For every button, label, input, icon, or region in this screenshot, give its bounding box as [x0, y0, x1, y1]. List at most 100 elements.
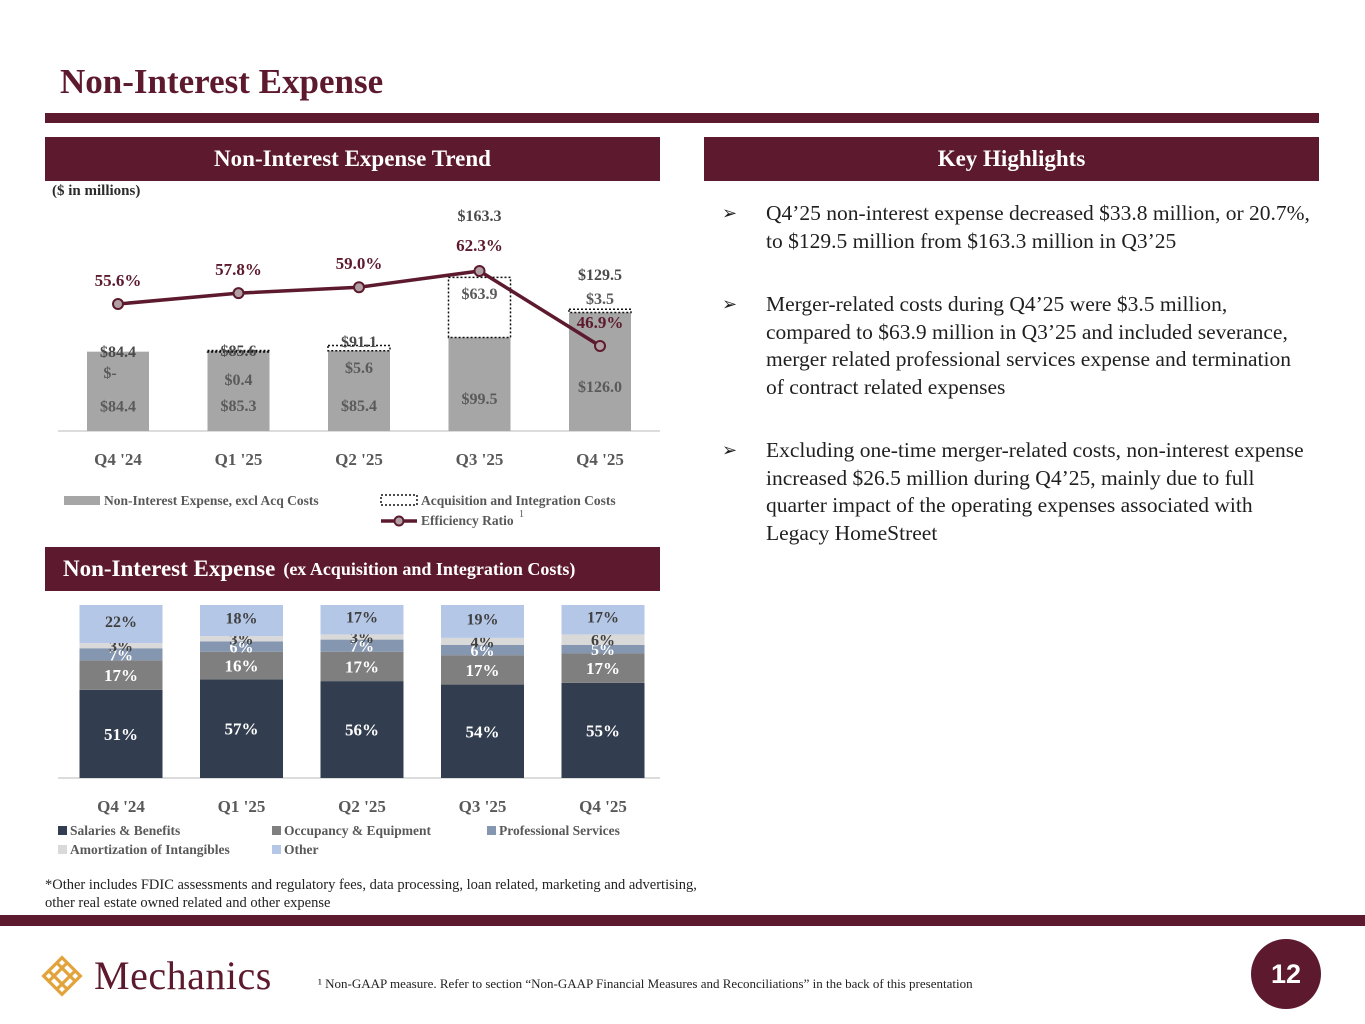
segment-label: 7%: [109, 647, 133, 664]
excl-value-label: $126.0: [578, 379, 622, 396]
x-tick-label: Q4 '24: [94, 450, 142, 469]
bar-acq-costs: [327, 344, 391, 352]
efficiency-label: 55.6%: [95, 271, 142, 290]
highlights-header-label: Key Highlights: [937, 146, 1086, 171]
efficiency-point: [112, 298, 124, 310]
trend-chart: $84.4 $- $84.4 Q4 '24 $85.3 $0.4 $85.6 Q1 '25 $8…: [58, 208, 660, 528]
breakdown-header: Non-Interest Expense (ex Acquisition and…: [45, 547, 660, 591]
highlight-text: Merger-related costs during Q4’25 were $…: [766, 292, 1291, 399]
efficiency-label: 57.8%: [215, 260, 262, 279]
x-tick-label: Q1 '25: [215, 450, 263, 469]
title-rule: [45, 113, 1319, 123]
bar-acq-costs: [568, 308, 632, 314]
legend-label-acq: Acquisition and Integration Costs: [421, 493, 616, 508]
legend-swatch: [487, 826, 496, 835]
page-title: Non-Interest Expense: [60, 62, 384, 101]
trend-header-label: Non-Interest Expense Trend: [214, 146, 491, 171]
acq-value-label: $63.9: [462, 286, 498, 303]
x-tick-label: Q4 '24: [97, 797, 145, 816]
bar-excl-acq: [328, 350, 390, 431]
segment-label: 17%: [587, 610, 619, 627]
segment-label: 17%: [345, 657, 379, 676]
segment-label: 54%: [466, 722, 500, 741]
highlights-list: ➢ Q4’25 non-interest expense decreased $…: [722, 200, 1312, 583]
legend-marker-eff: [393, 515, 405, 527]
breakdown-header-main: Non-Interest Expense: [63, 556, 276, 581]
segment-bar: [561, 634, 645, 645]
page-number: 12: [1251, 939, 1321, 1009]
segment-label: 16%: [225, 657, 259, 676]
segment-bar: [320, 605, 404, 635]
segment-bar: [441, 655, 524, 685]
segment-bar: [79, 643, 163, 649]
x-tick-label: Q3 '25: [459, 797, 507, 816]
total-value-label: $85.6: [221, 343, 257, 360]
segment-bar: [320, 651, 404, 682]
breakdown-header-sub: (ex Acquisition and Integration Costs): [283, 558, 576, 579]
bar-acq-costs: [447, 276, 512, 339]
efficiency-point: [353, 281, 365, 294]
excl-value-label: $85.4: [341, 398, 377, 415]
segment-bar: [200, 605, 283, 637]
legend-label: Other: [284, 842, 319, 857]
segment-label: 6%: [230, 640, 254, 657]
segment-bar: [441, 644, 524, 656]
bar-excl-acq: [207, 350, 270, 431]
logo-mark-icon: [41, 954, 83, 997]
legend-swatch-excl: [64, 496, 100, 505]
bar-excl-acq: [87, 351, 149, 431]
footer-rule: [0, 915, 1365, 926]
segment-label: 17%: [104, 666, 138, 685]
efficiency-point: [232, 287, 245, 300]
highlight-item: ➢ Q4’25 non-interest expense decreased $…: [722, 200, 1312, 255]
highlights-header: Key Highlights: [704, 137, 1319, 181]
highlight-text: Excluding one-time merger-related costs,…: [766, 438, 1304, 545]
segment-bar: [320, 639, 404, 652]
acq-value-label: $3.5: [586, 291, 614, 308]
efficiency-label: 59.0%: [336, 254, 383, 273]
x-tick-label: Q4 '25: [579, 797, 627, 816]
segment-bar: [79, 648, 163, 661]
efficiency-point: [473, 265, 486, 277]
x-tick-label: Q2 '25: [338, 797, 386, 816]
legend-swatch: [58, 845, 67, 854]
segment-bar: [561, 653, 645, 683]
efficiency-point: [594, 340, 606, 352]
arrow-bullet-icon: ➢: [722, 203, 738, 223]
company-logo: Mechanics: [40, 952, 272, 999]
segment-label: 51%: [104, 725, 138, 744]
segment-label: 6%: [471, 643, 495, 660]
efficiency-label: 62.3%: [456, 236, 503, 255]
segment-bar: [79, 605, 163, 644]
legend-label: Amortization of Intangibles: [70, 842, 230, 857]
arrow-bullet-icon: ➢: [722, 294, 738, 314]
segment-bar: [320, 681, 404, 778]
trend-header: Non-Interest Expense Trend: [45, 137, 660, 181]
segment-label: 57%: [225, 720, 259, 739]
segment-label: 7%: [350, 639, 374, 656]
x-tick-label: Q3 '25: [456, 450, 504, 469]
highlight-item: ➢ Merger-related costs during Q4’25 were…: [722, 291, 1312, 401]
total-value-label: $129.5: [578, 267, 622, 284]
segment-bar: [441, 637, 524, 645]
segment-label: 56%: [345, 721, 379, 740]
segment-label: 22%: [105, 614, 137, 631]
legend-label-excl: Non-Interest Expense, excl Acq Costs: [104, 493, 319, 508]
nongaap-footnote: ¹ Non-GAAP measure. Refer to section “No…: [318, 976, 973, 991]
excl-value-label: $85.3: [221, 398, 257, 415]
other-footnote: *Other includes FDIC assessments and reg…: [45, 877, 697, 911]
legend-swatch-acq: [380, 494, 418, 506]
segment-label: 55%: [586, 721, 620, 740]
efficiency-label: 46.9%: [577, 313, 624, 332]
segment-bar: [79, 689, 163, 778]
segment-bar: [200, 651, 283, 680]
segment-bar: [441, 605, 524, 638]
segment-bar: [441, 684, 524, 778]
logo-text: Mechanics: [94, 953, 272, 998]
segment-bar: [200, 641, 283, 652]
segment-bar: [561, 682, 645, 778]
legend-label: Occupancy & Equipment: [284, 823, 432, 838]
total-value-label: $84.4: [100, 344, 136, 361]
legend-label: Salaries & Benefits: [70, 823, 180, 838]
segment-bar: [200, 679, 283, 778]
